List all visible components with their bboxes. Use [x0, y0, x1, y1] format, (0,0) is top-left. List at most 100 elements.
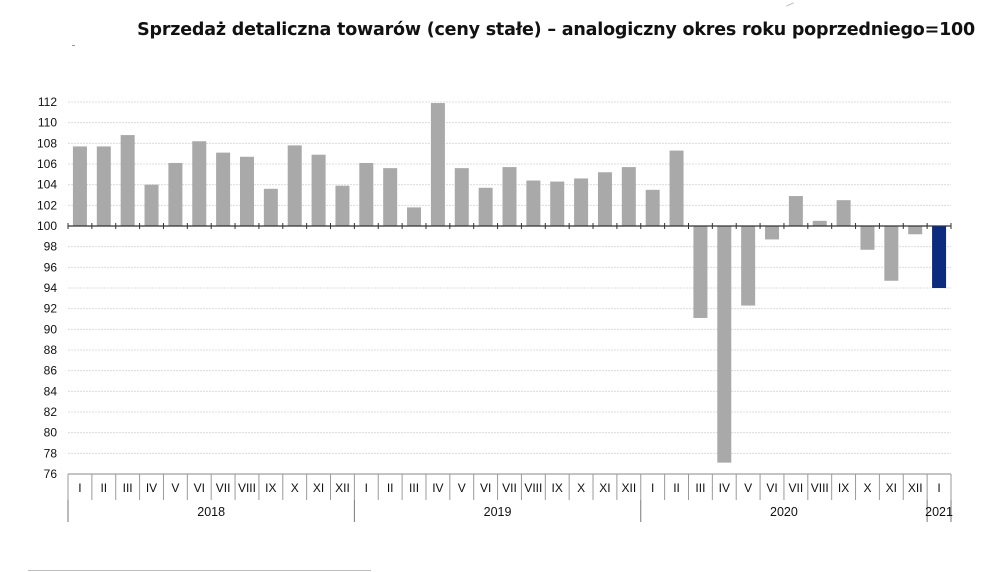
x-tick-label: V [744, 481, 752, 495]
bar [287, 145, 302, 226]
y-tick-label: 96 [44, 260, 58, 274]
y-tick-label: 106 [37, 157, 57, 171]
y-tick-label: 98 [44, 240, 58, 254]
x-tick-label: IX [552, 481, 563, 495]
y-tick-label: 76 [44, 467, 58, 481]
y-tick-label: 92 [44, 302, 58, 316]
bar [96, 146, 111, 226]
x-tick-label: I [937, 481, 940, 495]
decorative-dash [72, 45, 75, 46]
y-tick-label: 102 [37, 198, 57, 212]
x-tick-label: X [863, 481, 871, 495]
x-tick-label: VII [502, 481, 517, 495]
x-tick-label: II [673, 481, 680, 495]
chart-title: Sprzedaż detaliczna towarów (ceny stałe)… [137, 20, 975, 40]
bar [383, 168, 398, 226]
y-tick-label: 84 [44, 384, 58, 398]
x-tick-label: VII [789, 481, 804, 495]
bar [454, 168, 469, 226]
bar [263, 188, 278, 226]
bar [144, 184, 159, 226]
bar [836, 200, 851, 226]
bar [597, 172, 612, 226]
bar [717, 226, 732, 463]
bar [502, 167, 517, 226]
y-tick-label: 100 [37, 219, 57, 233]
y-tick-label: 82 [44, 405, 58, 419]
x-tick-label: VII [216, 481, 231, 495]
x-tick-label: XII [621, 481, 636, 495]
x-tick-label: VIII [238, 481, 256, 495]
bar [526, 180, 541, 226]
x-tick-label: VIII [524, 481, 542, 495]
footnote-divider [28, 570, 371, 571]
x-tick-label: II [100, 481, 107, 495]
bar [335, 185, 350, 226]
year-label: 2018 [197, 505, 225, 519]
x-tick-label: I [78, 481, 81, 495]
bar [359, 162, 374, 226]
x-tick-label: XI [886, 481, 897, 495]
y-tick-label: 90 [44, 322, 58, 336]
bar [860, 226, 875, 250]
y-tick-label: 104 [37, 178, 57, 192]
bar [311, 154, 326, 226]
y-tick-label: 80 [44, 426, 58, 440]
y-tick-label: 94 [44, 281, 58, 295]
bar [72, 146, 87, 226]
x-tick-label: II [387, 481, 394, 495]
bar [216, 152, 231, 226]
year-label: 2021 [925, 505, 953, 519]
x-tick-label: X [577, 481, 585, 495]
bar [239, 156, 254, 226]
bar [884, 226, 899, 281]
y-tick-label: 86 [44, 364, 58, 378]
bar [908, 226, 923, 235]
year-label: 2020 [770, 505, 798, 519]
x-tick-label: VI [480, 481, 491, 495]
year-labels: 2018 2019 2020 2021 [197, 505, 953, 519]
x-tick-label: I [365, 481, 368, 495]
x-tick-label: V [458, 481, 466, 495]
bar [669, 150, 684, 226]
y-tick-label: 78 [44, 446, 58, 460]
y-tick-label: 88 [44, 343, 58, 357]
bar [621, 167, 636, 226]
x-tick-label: XI [599, 481, 610, 495]
x-tick-label: III [409, 481, 419, 495]
bar [765, 226, 780, 240]
bar [550, 181, 565, 226]
x-tick-label: XII [908, 481, 923, 495]
bar [693, 226, 708, 318]
y-tick-labels: 112 110 108 106 104 102 100 98 96 94 92 90 88 86 84 82 8… [37, 95, 57, 481]
x-tick-label: IX [265, 481, 276, 495]
bar [741, 226, 756, 306]
x-tick-labels: I II III IV V VI VII VIII IX X XI XII I II III IV V VI VII… [78, 481, 940, 495]
x-tick-label: IV [432, 481, 443, 495]
x-tick-label: XII [335, 481, 350, 495]
bar [478, 187, 493, 226]
x-tick-label: IX [838, 481, 849, 495]
y-tick-label: 108 [37, 136, 57, 150]
x-tick-label: III [123, 481, 133, 495]
bar [192, 141, 207, 226]
bar-highlight [932, 226, 947, 288]
bar [120, 135, 135, 226]
x-tick-label: VI [194, 481, 205, 495]
year-label: 2019 [484, 505, 512, 519]
bar [812, 220, 827, 226]
bar [168, 162, 183, 226]
x-tick-label: IV [146, 481, 157, 495]
x-tick-label: I [651, 481, 654, 495]
x-tick-label: V [171, 481, 179, 495]
x-tick-label: X [291, 481, 299, 495]
bar [645, 189, 660, 226]
y-tick-label: 112 [38, 95, 57, 109]
x-tick-label: III [695, 481, 705, 495]
bars [72, 103, 947, 463]
x-tick-label: XI [313, 481, 324, 495]
bar [407, 207, 422, 226]
bar [430, 103, 445, 226]
bar [788, 196, 803, 226]
